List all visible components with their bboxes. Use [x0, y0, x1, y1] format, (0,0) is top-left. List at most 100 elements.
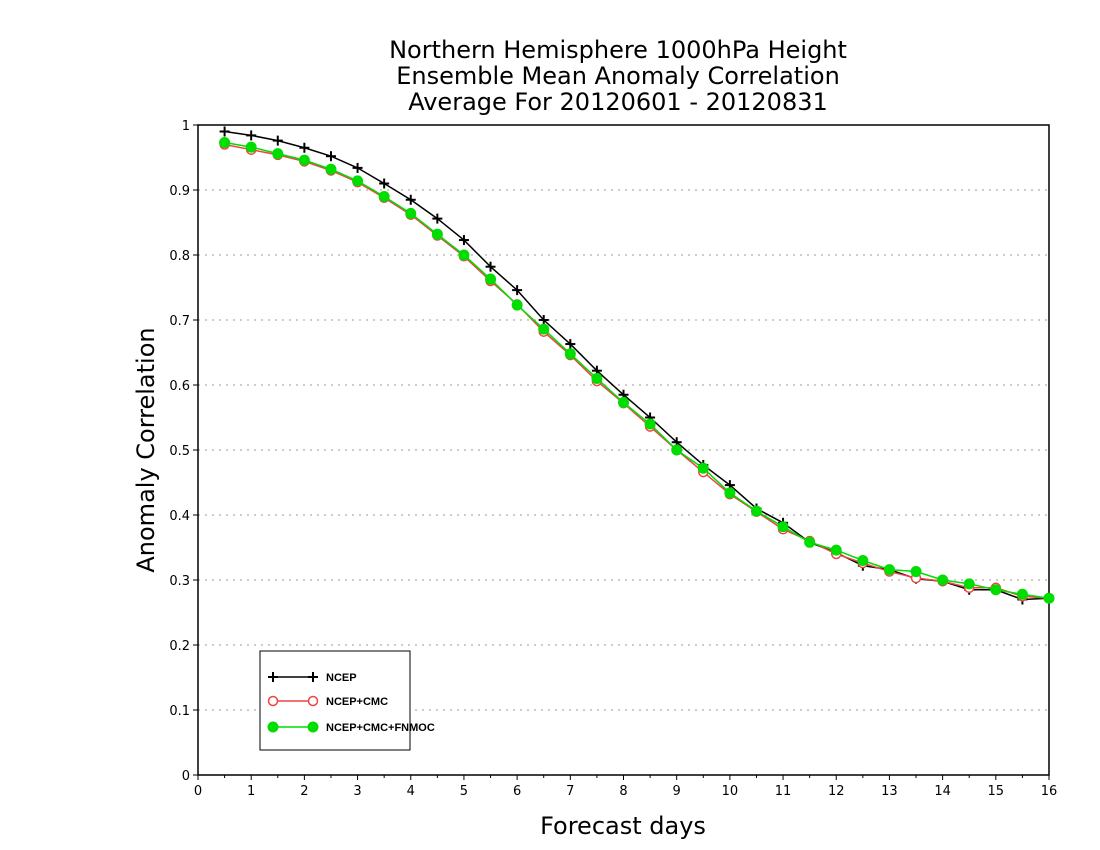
legend-marker [308, 672, 318, 682]
legend-marker [307, 721, 319, 733]
series-ncep [219, 126, 1054, 605]
legend: NCEP NCEP+CMC NCEP+CMC+FNMOC [259, 650, 435, 751]
data-point [325, 151, 336, 162]
data-point [379, 178, 390, 189]
data-point [352, 162, 363, 173]
y-tick-label: 0.2 [169, 639, 190, 654]
data-point [511, 299, 523, 311]
data-point [219, 126, 230, 137]
data-point [565, 339, 576, 350]
legend-label: NCEP+CMC [326, 696, 388, 708]
data-point [777, 521, 789, 533]
x-tick-label: 2 [300, 784, 308, 799]
x-tick-label: 0 [194, 784, 202, 799]
x-tick-label: 14 [934, 784, 951, 799]
x-axis-label: Forecast days [540, 812, 706, 840]
axis-ticks: 00.10.20.30.40.50.60.70.80.910 1 2 3 4 5 6 7 8 9 1… [169, 119, 1057, 799]
data-point [431, 228, 443, 240]
data-point [219, 137, 231, 149]
y-tick-label: 0.4 [169, 509, 190, 524]
data-point [485, 261, 496, 272]
data-point [910, 566, 922, 578]
data-point [432, 213, 443, 224]
legend-marker [307, 695, 319, 707]
series-line [224, 141, 1050, 599]
y-tick-label: 1 [182, 119, 190, 134]
data-point [298, 154, 310, 166]
legend-marker [267, 721, 279, 733]
data-point [750, 505, 762, 517]
data-point [671, 444, 683, 456]
y-tick-label: 0.3 [169, 574, 190, 589]
x-tick-label: 16 [1041, 784, 1058, 799]
data-point [564, 348, 576, 360]
data-point [485, 273, 497, 285]
series-line [224, 143, 1050, 599]
data-point [963, 578, 975, 590]
data-point [299, 142, 310, 153]
data-point [724, 487, 736, 499]
data-point [405, 207, 417, 219]
legend-label: NCEP+CMC+FNMOC [326, 722, 435, 734]
y-tick-label: 0.5 [169, 444, 190, 459]
data-point [830, 544, 842, 556]
data-point [538, 323, 550, 335]
data-point [352, 175, 364, 187]
data-point [1043, 592, 1055, 604]
data-point [458, 249, 470, 261]
x-tick-label: 10 [722, 784, 739, 799]
data-point [883, 564, 895, 576]
y-tick-label: 0.7 [169, 314, 190, 329]
series-line [224, 130, 1050, 601]
data-point [1016, 588, 1028, 600]
data-point [804, 536, 816, 548]
y-tick-label: 0.1 [169, 704, 190, 719]
data-point [512, 285, 523, 296]
y-tick-label: 0.8 [169, 249, 190, 264]
x-tick-label: 11 [775, 784, 792, 799]
data-point [272, 148, 284, 160]
x-tick-label: 6 [513, 784, 521, 799]
x-tick-label: 15 [988, 784, 1005, 799]
y-tick-label: 0 [182, 769, 190, 784]
x-tick-label: 5 [460, 784, 468, 799]
title-line: Ensemble Mean Anomaly Correlation [396, 62, 840, 90]
data-point [538, 315, 549, 325]
x-tick-label: 4 [407, 784, 415, 799]
data-point [272, 135, 283, 146]
y-axis-label: Anomaly Correlation [132, 327, 160, 572]
x-tick-label: 3 [353, 784, 361, 799]
x-tick-label: 13 [881, 784, 898, 799]
y-tick-label: 0.6 [169, 379, 190, 394]
x-tick-label: 1 [247, 784, 255, 799]
data-point [458, 235, 469, 246]
data-point [325, 163, 337, 175]
series-ncep-cmc [219, 139, 1055, 604]
legend-marker [268, 672, 278, 682]
data-point [990, 584, 1002, 596]
legend-label: NCEP [326, 672, 357, 684]
data-point [378, 191, 390, 202]
data-point [246, 130, 257, 141]
x-tick-label: 9 [673, 784, 681, 799]
title-line: Northern Hemisphere 1000hPa Height [389, 36, 847, 64]
data-point [618, 397, 629, 409]
data-point [937, 574, 949, 586]
grid-lines [198, 189, 1049, 711]
data-point [697, 462, 709, 474]
x-tick-label: 12 [828, 784, 845, 799]
data-point [857, 555, 869, 566]
data-point [405, 194, 416, 205]
data-point [644, 418, 656, 430]
y-tick-label: 0.9 [169, 184, 190, 199]
legend-marker [267, 695, 279, 707]
data-point [245, 141, 257, 153]
series-ncep-cmc-fnmoc [219, 137, 1055, 604]
x-tick-label: 7 [566, 784, 574, 799]
chart-title: Northern Hemisphere 1000hPa HeightEnsemb… [389, 36, 847, 116]
title-line: Average For 20120601 - 20120831 [408, 88, 828, 116]
data-point [591, 373, 603, 384]
data-series [219, 126, 1055, 605]
x-tick-label: 8 [619, 784, 627, 799]
